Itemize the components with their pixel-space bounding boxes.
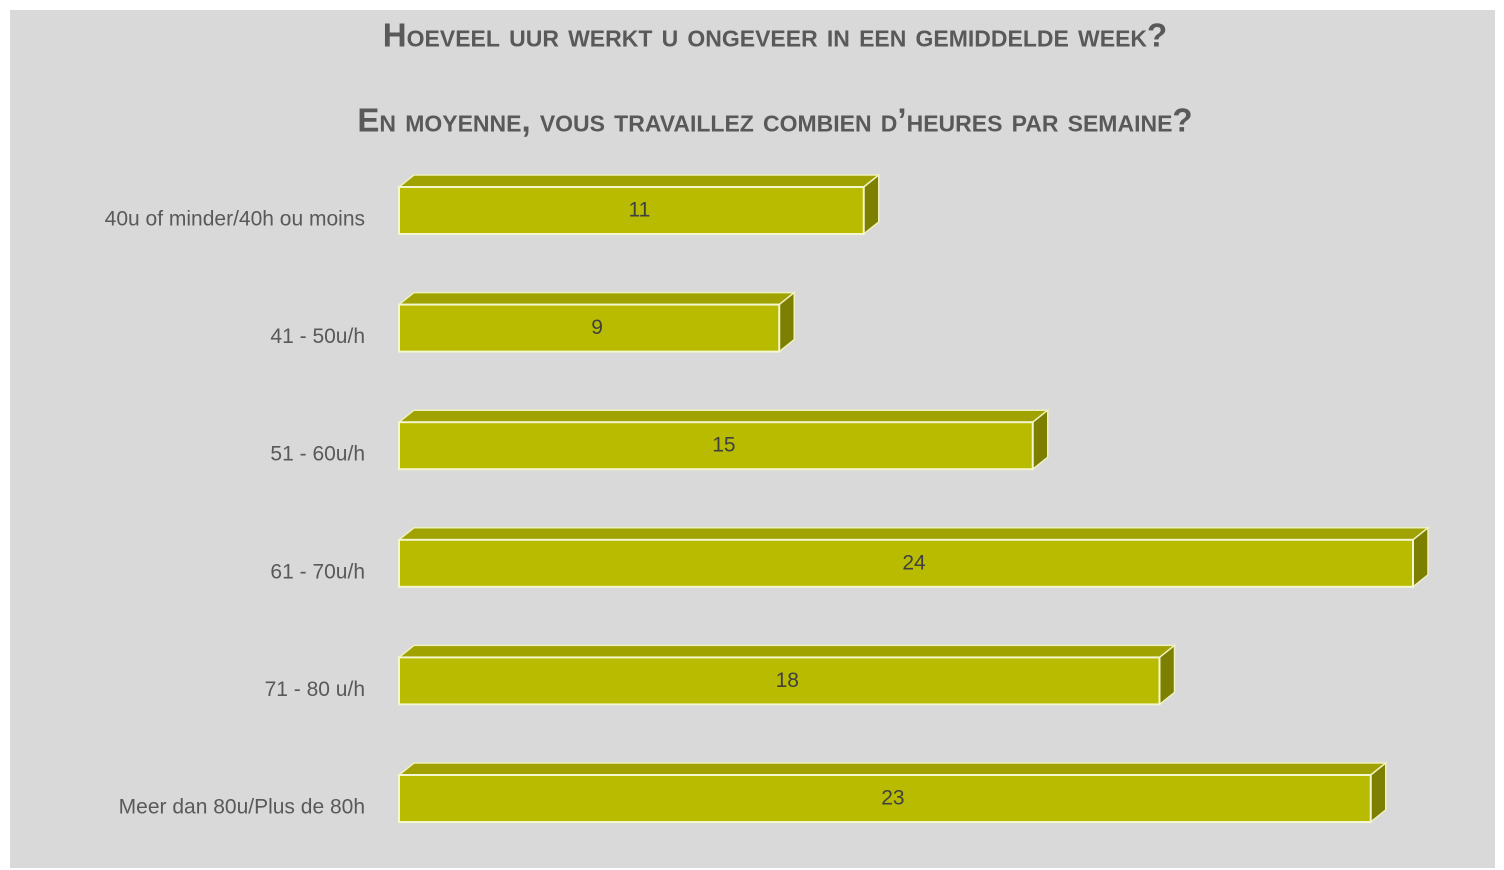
bar-top <box>396 174 881 188</box>
bar-top <box>396 527 1431 541</box>
bar-top <box>396 291 797 306</box>
chart-title: Hoeveel uur werkt u ongeveer in een gemi… <box>383 17 1167 54</box>
bar <box>398 774 1372 823</box>
bar <box>398 538 1414 588</box>
category-label: 61 - 70u/h <box>270 560 365 583</box>
value-label: 24 <box>902 551 926 574</box>
value-label: 11 <box>628 199 650 222</box>
bar-top <box>396 644 1177 659</box>
value-label: 18 <box>776 669 799 692</box>
bar <box>398 186 865 235</box>
category-label: 40u of minder/40h ou moins <box>105 208 365 231</box>
bar-top <box>396 409 1050 423</box>
category-label: Meer dan 80u/Plus de 80h <box>119 796 365 819</box>
bar-top <box>396 762 1388 776</box>
bar <box>398 656 1161 706</box>
chart-subtitle: En moyenne, vous travaillez combien d’he… <box>357 102 1192 139</box>
value-label: 23 <box>881 787 904 810</box>
bar <box>398 421 1034 471</box>
category-label: 41 - 50u/h <box>270 325 365 348</box>
value-label: 15 <box>712 434 735 457</box>
category-label: 71 - 80 u/h <box>265 678 365 701</box>
bar <box>398 303 781 353</box>
category-label: 51 - 60u/h <box>270 443 365 466</box>
value-label: 9 <box>591 316 603 339</box>
